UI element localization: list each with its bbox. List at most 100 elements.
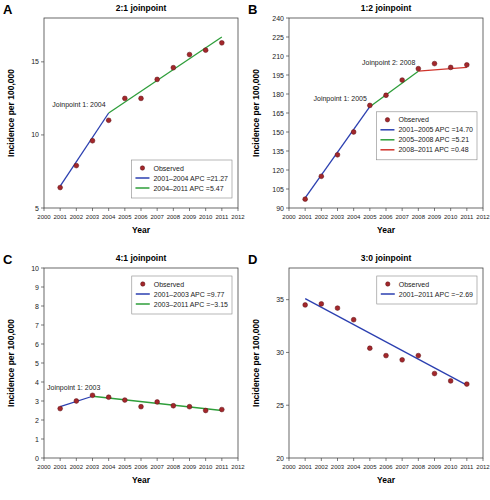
x-tick xyxy=(305,458,306,461)
x-tick xyxy=(108,458,109,461)
chart-root: A2:1 joinpoint51015200020012002200320042… xyxy=(0,0,490,500)
x-tick xyxy=(450,458,451,461)
x-tick xyxy=(141,458,142,461)
x-tick xyxy=(238,458,239,461)
x-tick xyxy=(369,208,370,211)
legend-label: 2001–2005 APC =14.70 xyxy=(398,126,473,133)
observed-point xyxy=(171,403,176,408)
x-tick-label: 2000 xyxy=(282,214,296,220)
y-tick-label: 0 xyxy=(35,455,39,462)
x-tick-label: 2011 xyxy=(215,214,229,220)
y-tick xyxy=(286,299,289,300)
x-tick xyxy=(466,458,467,461)
x-tick xyxy=(108,208,109,211)
observed-point xyxy=(367,346,372,351)
y-tick xyxy=(41,306,44,307)
x-tick xyxy=(418,208,419,211)
y-tick xyxy=(286,458,289,459)
x-tick xyxy=(44,208,45,211)
y-tick-label: 6 xyxy=(35,341,39,348)
y-tick xyxy=(286,352,289,353)
x-tick xyxy=(402,208,403,211)
legend-swatch xyxy=(141,282,145,286)
x-tick-label: 2003 xyxy=(331,464,345,470)
x-tick-label: 2009 xyxy=(183,464,197,470)
y-tick-label: 5 xyxy=(35,205,39,212)
x-tick-label: 2008 xyxy=(167,214,181,220)
legend: Observed2001–2011 APC =−2.69 xyxy=(377,276,477,304)
plot-frame xyxy=(44,18,238,208)
legend-box xyxy=(132,276,232,314)
y-axis-label: Incidence per 100,000 xyxy=(6,319,16,407)
x-tick xyxy=(353,208,354,211)
observed-point xyxy=(139,404,144,409)
fit-line xyxy=(60,396,92,406)
observed-point xyxy=(416,353,421,358)
legend-swatch xyxy=(380,129,394,131)
title: 4:1 joinpoint xyxy=(116,253,167,263)
panel-label: B xyxy=(248,2,257,17)
fit-line xyxy=(93,396,222,410)
x-tick-label: 2002 xyxy=(315,464,329,470)
x-tick-label: 2000 xyxy=(282,464,296,470)
annotation: Joinpoint 2: 2008 xyxy=(362,59,415,67)
legend-label: Observed xyxy=(154,281,184,288)
y-tick-label: 225 xyxy=(272,34,284,41)
x-tick xyxy=(44,458,45,461)
x-tick xyxy=(450,208,451,211)
observed-point xyxy=(319,174,324,179)
legend-label: Observed xyxy=(153,165,183,172)
observed-point xyxy=(106,395,111,400)
panel: B1:2 joinpoint90105120135150165180195210… xyxy=(248,2,490,235)
y-tick xyxy=(41,382,44,383)
x-tick xyxy=(173,208,174,211)
x-tick-label: 2008 xyxy=(412,214,426,220)
legend-label: 2005–2008 APC =5.21 xyxy=(398,136,469,143)
observed-point xyxy=(335,152,340,157)
x-axis-label: Year xyxy=(377,225,396,235)
x-tick-label: 2002 xyxy=(70,464,84,470)
y-tick xyxy=(41,458,44,459)
fit-line xyxy=(109,37,222,113)
x-tick-label: 2011 xyxy=(460,214,474,220)
y-tick xyxy=(41,325,44,326)
plot-frame xyxy=(289,18,483,208)
observed-point xyxy=(400,78,405,83)
y-axis-label: Incidence per 100,000 xyxy=(251,69,261,157)
y-axis-label: Incidence per 100,000 xyxy=(6,69,16,157)
y-tick-label: 8 xyxy=(35,303,39,310)
observed-point xyxy=(139,96,144,101)
y-tick-label: 15 xyxy=(31,58,39,65)
x-tick xyxy=(386,458,387,461)
x-tick-label: 2005 xyxy=(363,464,377,470)
y-tick xyxy=(41,420,44,421)
legend: Observed2001–2003 APC =9.772003–2011 APC… xyxy=(132,276,232,314)
legend-label: 2003–2011 APC =−3.15 xyxy=(154,301,228,308)
observed-point xyxy=(203,48,208,53)
x-tick xyxy=(221,458,222,461)
observed-point xyxy=(384,93,389,98)
panel: A2:1 joinpoint51015200020012002200320042… xyxy=(3,2,245,235)
x-tick-label: 2005 xyxy=(118,214,132,220)
x-tick-label: 2007 xyxy=(395,214,409,220)
x-tick xyxy=(205,208,206,211)
y-tick xyxy=(41,363,44,364)
y-tick xyxy=(286,37,289,38)
y-tick xyxy=(286,75,289,76)
panel-label: D xyxy=(248,252,257,267)
legend-label: Observed xyxy=(398,116,428,123)
y-tick-label: 3 xyxy=(35,398,39,405)
x-tick xyxy=(289,458,290,461)
plot-frame xyxy=(44,268,238,458)
x-tick xyxy=(92,208,93,211)
x-tick xyxy=(173,458,174,461)
observed-point xyxy=(303,303,308,308)
plot-area xyxy=(303,299,469,387)
y-tick xyxy=(41,134,44,135)
legend-label: Observed xyxy=(399,281,429,288)
x-axis-label: Year xyxy=(132,475,151,485)
annotation: Joinpoint 1: 2005 xyxy=(314,95,367,103)
observed-point xyxy=(90,138,95,143)
y-tick-label: 10 xyxy=(31,131,39,138)
y-tick-label: 165 xyxy=(272,110,284,117)
